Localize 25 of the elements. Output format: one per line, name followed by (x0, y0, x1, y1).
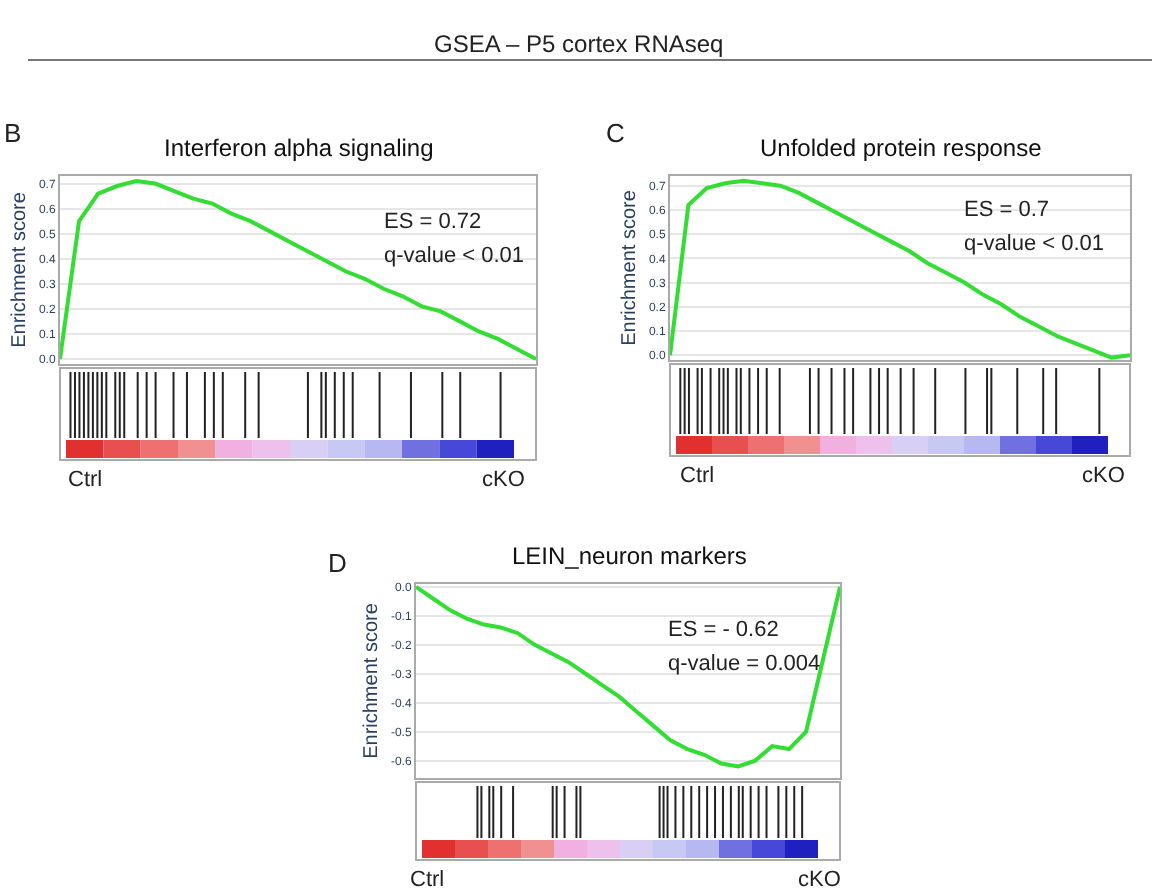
text: Ctrl (410, 868, 445, 888)
y-axis-title: Enrichment score (618, 189, 641, 346)
text: cKO (482, 468, 526, 492)
annotation: ES = 0.72 (384, 210, 482, 234)
text: cKO (1082, 464, 1126, 488)
annotation: q-value < 0.01 (384, 244, 525, 268)
text: C (606, 118, 625, 148)
chart-title: LEIN_neuron markers (512, 542, 747, 570)
text: D (328, 548, 347, 578)
annotation: ES = 0.7 (964, 198, 1050, 222)
chart-title: Interferon alpha signaling (164, 134, 434, 162)
text: Ctrl (680, 464, 715, 488)
line-series (60, 179, 536, 361)
line-series (416, 584, 840, 769)
text: Ctrl (68, 468, 103, 492)
annotation: q-value < 0.01 (964, 232, 1105, 256)
line-series (670, 178, 1130, 360)
text: cKO (798, 868, 842, 888)
text: B (4, 118, 22, 148)
chart-title: Unfolded protein response (760, 134, 1043, 162)
y-axis-title: Enrichment score (8, 191, 31, 348)
y-axis-title: Enrichment score (360, 602, 383, 759)
annotation: ES = - 0.62 (668, 618, 779, 642)
text: GSEA – P5 cortex RNAseq (434, 30, 724, 58)
annotation: q-value = 0.004 (668, 652, 821, 676)
